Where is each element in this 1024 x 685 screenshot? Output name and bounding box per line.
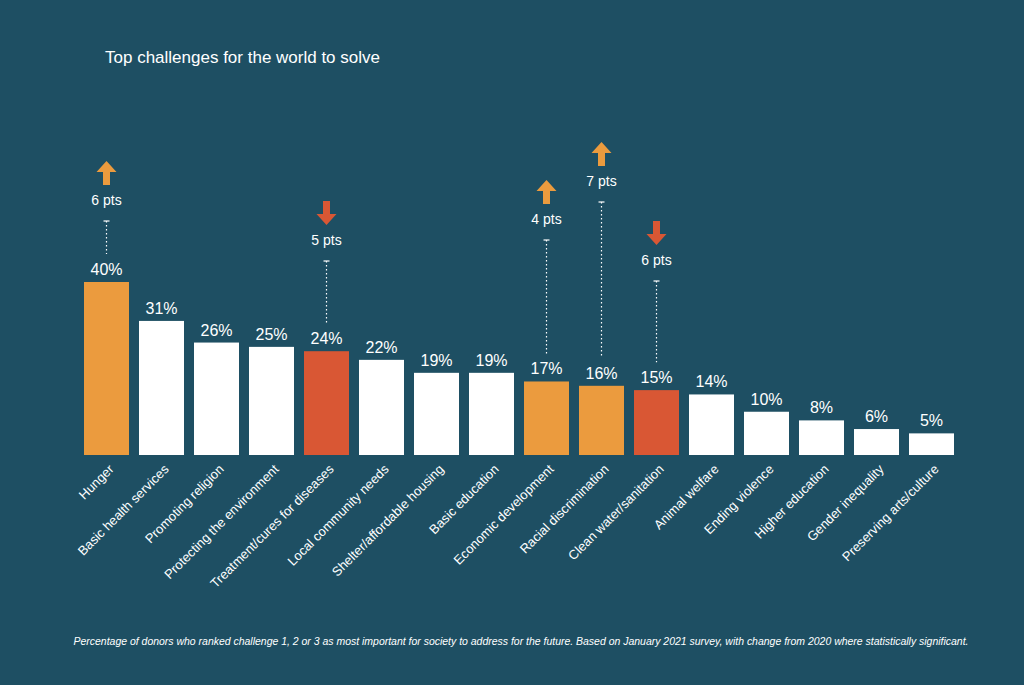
- bar: [854, 429, 899, 455]
- data-label: 31%: [145, 300, 177, 317]
- change-label: 4 pts: [531, 211, 561, 227]
- data-label: 16%: [585, 365, 617, 382]
- change-arrow: [537, 180, 557, 204]
- change-label: 6 pts: [641, 252, 671, 268]
- footnote: Percentage of donors who ranked challeng…: [74, 635, 969, 647]
- title: Top challenges for the world to solve: [105, 48, 380, 67]
- category-label: Racial discrimination: [517, 462, 612, 557]
- change-label: 6 pts: [91, 192, 121, 208]
- data-label: 24%: [310, 330, 342, 347]
- bar: [139, 321, 184, 455]
- bars: [84, 282, 954, 455]
- bar: [249, 347, 294, 455]
- category-label: Shelter/affordable housing: [329, 462, 447, 580]
- category-label: Hunger: [76, 461, 117, 502]
- category-label: Economic development: [450, 461, 556, 567]
- labels: 40%Hunger31%Basic health services26%Prom…: [75, 261, 943, 591]
- bar: [579, 386, 624, 455]
- category-label: Preserving arts/culture: [839, 462, 942, 565]
- chart: Top challenges for the world to solve 40%…: [0, 0, 1024, 685]
- annotation-line: [656, 281, 657, 362]
- annotation-line: [106, 221, 107, 254]
- data-label: 22%: [365, 339, 397, 356]
- data-label: 19%: [420, 352, 452, 369]
- category-label: Local community needs: [284, 461, 392, 569]
- category-label: Protecting the environment: [161, 461, 282, 582]
- data-label: 5%: [920, 412, 943, 429]
- data-label: 8%: [810, 399, 833, 416]
- data-label: 10%: [750, 391, 782, 408]
- data-label: 19%: [475, 352, 507, 369]
- change-arrow: [647, 221, 667, 245]
- change-label: 5 pts: [311, 232, 341, 248]
- annotation-line: [326, 261, 327, 323]
- annotation-tick: [104, 220, 110, 221]
- background: [0, 0, 1024, 685]
- change-arrow: [592, 142, 612, 166]
- change-arrow: [317, 201, 337, 225]
- category-label: Basic health services: [75, 461, 172, 558]
- bar: [744, 412, 789, 455]
- annotation-tick: [599, 201, 605, 202]
- bar: [469, 373, 514, 455]
- bar: [909, 433, 954, 455]
- data-label: 25%: [255, 326, 287, 343]
- bar: [84, 282, 129, 455]
- annotation-line: [546, 240, 547, 353]
- data-label: 15%: [640, 369, 672, 386]
- data-label: 40%: [90, 261, 122, 278]
- data-label: 14%: [695, 373, 727, 390]
- bar: [524, 381, 569, 455]
- change-label: 7 pts: [586, 173, 616, 189]
- annotation-line: [601, 202, 602, 358]
- bar: [634, 390, 679, 455]
- data-label: 17%: [530, 360, 562, 377]
- annotations: 6 pts 5 pts 4 pts 7 pts 6 pts: [91, 142, 671, 362]
- bar: [414, 373, 459, 455]
- annotation-tick: [654, 280, 660, 281]
- bar: [359, 360, 404, 455]
- bar: [689, 394, 734, 455]
- bar: [194, 343, 239, 455]
- bar: [799, 420, 844, 455]
- annotation-tick: [324, 260, 330, 261]
- annotation-tick: [544, 239, 550, 240]
- category-label: Clean water/sanitation: [565, 462, 667, 564]
- data-label: 6%: [865, 408, 888, 425]
- change-arrow: [97, 161, 117, 185]
- bar: [304, 351, 349, 455]
- data-label: 26%: [200, 322, 232, 339]
